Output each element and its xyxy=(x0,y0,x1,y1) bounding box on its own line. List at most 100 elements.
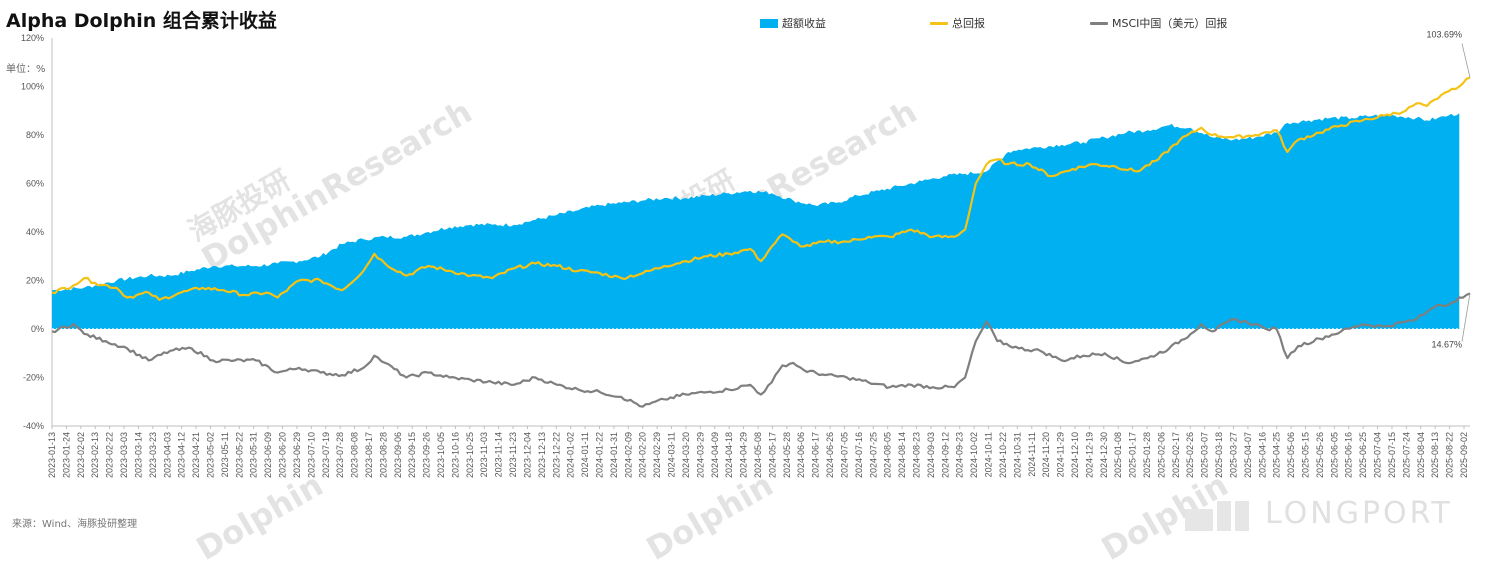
legend-label-total: 总回报 xyxy=(952,17,985,30)
unit-label: 单位：% xyxy=(6,64,46,75)
x-tick-label: 2024-01-02 xyxy=(566,432,576,478)
x-tick-label: 2023-03-03 xyxy=(119,432,129,478)
x-tick-label: 2025-07-04 xyxy=(1373,432,1383,478)
x-tick-label: 2024-07-25 xyxy=(868,432,878,478)
x-tick-label: 2024-02-29 xyxy=(652,432,662,478)
annotation-msci-return: 14.67% xyxy=(1431,339,1462,349)
x-tick-label: 2023-03-23 xyxy=(148,432,158,478)
x-tick-label: 2024-11-29 xyxy=(1056,432,1066,477)
legend-item-total: 总回报 xyxy=(930,15,985,31)
x-tick-label: 2023-03-14 xyxy=(133,432,143,478)
x-tick-label: 2023-04-21 xyxy=(191,432,201,478)
x-tick-label: 2023-08-28 xyxy=(378,432,388,478)
x-tick-label: 2024-10-22 xyxy=(998,432,1008,478)
x-tick-label: 2023-11-23 xyxy=(508,432,518,477)
x-tick-label: 2024-12-10 xyxy=(1070,432,1080,478)
x-tick-label: 2023-06-20 xyxy=(278,432,288,478)
x-tick-label: 2023-02-13 xyxy=(90,432,100,478)
x-tick-label: 2024-02-09 xyxy=(623,432,633,478)
excess-area-path xyxy=(52,113,1460,329)
x-tick-label: 2024-02-20 xyxy=(638,432,648,478)
x-tick-label: 2025-02-26 xyxy=(1185,432,1195,478)
x-tick-label: 2023-07-28 xyxy=(335,432,345,478)
y-tick-label: 100% xyxy=(21,82,44,92)
annotations: 103.69% 14.67% xyxy=(1426,30,1471,349)
x-tick-label: 2023-02-02 xyxy=(76,432,86,478)
y-tick-label: -40% xyxy=(23,421,44,431)
x-tick-label: 2024-03-20 xyxy=(681,432,691,478)
x-tick-label: 2025-02-06 xyxy=(1156,432,1166,478)
x-tick-label: 2025-01-17 xyxy=(1128,432,1138,478)
legend-item-excess: 超额收益 xyxy=(760,15,826,31)
x-tick-label: 2023-06-09 xyxy=(263,432,273,478)
x-axis: 2023-01-13 2023-01-24 2023-02-02 2023-02-13… xyxy=(47,425,1470,478)
x-tick-label: 2023-07-19 xyxy=(321,432,331,478)
x-tick-label: 2025-05-15 xyxy=(1301,432,1311,478)
x-tick-label: 2024-03-29 xyxy=(695,432,705,478)
x-tick-label: 2024-10-11 xyxy=(984,432,994,477)
msci-return-line xyxy=(51,292,1471,408)
chart-legend: 超额收益 总回报 MSCI中国（美元）回报 xyxy=(0,15,1496,33)
x-tick-label: 2023-09-26 xyxy=(422,432,432,478)
x-tick-label: 2024-04-29 xyxy=(739,432,749,478)
x-tick-label: 2025-08-13 xyxy=(1430,432,1440,478)
x-tick-label: 2024-01-22 xyxy=(595,432,605,478)
x-tick-label: 2023-09-15 xyxy=(407,432,417,478)
x-tick-label: 2025-04-16 xyxy=(1257,432,1267,478)
x-tick-label: 2025-06-25 xyxy=(1358,432,1368,478)
x-tick-label: 2024-08-14 xyxy=(897,432,907,478)
legend-swatch-total xyxy=(930,21,948,25)
y-tick-label: 40% xyxy=(26,227,44,237)
x-tick-label: 2025-04-25 xyxy=(1272,432,1282,478)
x-tick-label: 2024-04-18 xyxy=(724,432,734,478)
x-tick-label: 2024-04-09 xyxy=(710,432,720,478)
x-tick-label: 2025-01-08 xyxy=(1113,432,1123,478)
x-tick-label: 2024-08-23 xyxy=(911,432,921,478)
y-tick-label: 120% xyxy=(21,33,44,43)
series-excess-area xyxy=(52,113,1460,329)
x-tick-label: 2024-12-19 xyxy=(1084,432,1094,478)
x-tick-label: 2023-05-31 xyxy=(249,432,259,478)
x-tick-label: 2025-03-18 xyxy=(1214,432,1224,478)
legend-item-msci: MSCI中国（美元）回报 xyxy=(1090,15,1227,31)
x-tick-label: 2023-10-16 xyxy=(450,432,460,478)
x-tick-label: 2023-04-12 xyxy=(177,432,187,478)
x-tick-label: 2024-05-08 xyxy=(753,432,763,478)
longport-wordmark: LONGPORT xyxy=(1265,496,1453,531)
annotation-leader xyxy=(1461,293,1471,342)
x-tick-label: 2023-05-22 xyxy=(234,432,244,478)
x-tick-label: 2025-03-07 xyxy=(1200,432,1210,478)
x-tick-label: 2025-03-27 xyxy=(1228,432,1238,478)
series-lines xyxy=(51,76,1471,408)
legend-swatch-excess xyxy=(760,18,778,28)
x-tick-label: 2024-06-06 xyxy=(796,432,806,478)
x-tick-label: 2024-09-03 xyxy=(926,432,936,478)
y-tick-label: 0% xyxy=(31,324,44,334)
x-tick-label: 2023-12-13 xyxy=(537,432,547,478)
x-tick-label: 2025-05-06 xyxy=(1286,432,1296,478)
x-tick-label: 2024-09-23 xyxy=(955,432,965,478)
x-tick-label: 2025-07-15 xyxy=(1387,432,1397,478)
x-tick-label: 2023-11-03 xyxy=(479,432,489,477)
x-tick-label: 2025-05-26 xyxy=(1315,432,1325,478)
y-axis: -40% -20% 0% 20% 40% 60% 80% 100% 120% xyxy=(21,33,53,431)
x-tick-label: 2024-07-16 xyxy=(854,432,864,478)
total-return-line xyxy=(51,76,1471,301)
x-tick-label: 2023-10-05 xyxy=(436,432,446,478)
y-tick-label: 80% xyxy=(26,130,44,140)
x-tick-label: 2023-05-11 xyxy=(220,432,230,477)
x-tick-label: 2023-08-08 xyxy=(350,432,360,478)
x-tick-label: 2023-07-10 xyxy=(306,432,316,478)
x-tick-label: 2025-09-02 xyxy=(1459,432,1469,478)
x-tick-label: 2024-01-31 xyxy=(609,432,619,478)
x-tick-label: 2023-08-17 xyxy=(364,432,374,478)
x-tick-label: 2024-10-31 xyxy=(1012,432,1022,478)
y-tick-label: 20% xyxy=(26,276,44,286)
source-note: 来源：Wind、海豚投研整理 xyxy=(12,519,138,530)
x-tick-label: 2023-02-22 xyxy=(105,432,115,478)
x-tick-label: 2023-01-13 xyxy=(47,432,57,478)
x-tick-label: 2024-11-20 xyxy=(1041,432,1051,477)
x-tick-label: 2025-06-16 xyxy=(1344,432,1354,478)
x-tick-label: 2024-06-17 xyxy=(811,432,821,478)
x-tick-label: 2024-08-05 xyxy=(883,432,893,478)
